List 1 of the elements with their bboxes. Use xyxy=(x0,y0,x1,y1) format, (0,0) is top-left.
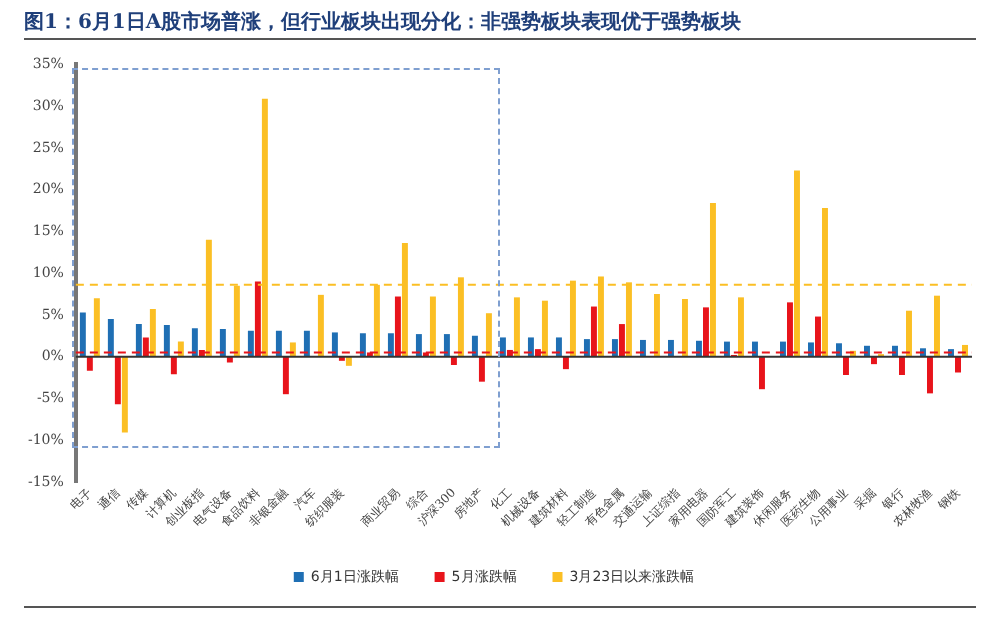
chart-title: 图1：6月1日A股市场普涨，但行业板块出现分化：非强势板块表现优于强势板块 xyxy=(24,8,742,36)
